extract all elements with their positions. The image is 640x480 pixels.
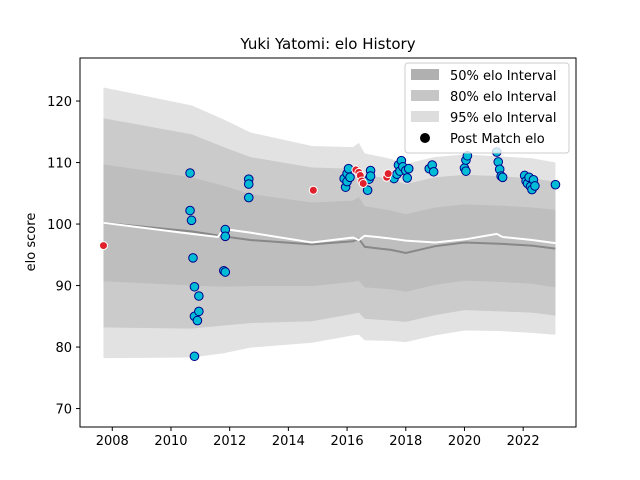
legend: 50% elo Interval 80% elo Interval 95% el… bbox=[404, 62, 570, 154]
legend-swatch-95 bbox=[411, 111, 439, 122]
data-point bbox=[362, 185, 373, 196]
y-axis-label: elo score bbox=[24, 213, 39, 272]
chart-title: Yuki Yatomi: elo History bbox=[239, 35, 415, 53]
legend-label-80: 80% elo Interval bbox=[450, 90, 557, 105]
plot-area bbox=[79, 57, 577, 428]
plot-frame bbox=[79, 57, 577, 428]
x-tick-label: 2016 bbox=[331, 434, 364, 449]
data-point bbox=[345, 172, 355, 183]
legend-label-50: 50% elo Interval bbox=[450, 69, 557, 84]
interval-bands bbox=[103, 87, 556, 359]
data-point bbox=[189, 281, 200, 292]
data-point bbox=[461, 166, 471, 176]
data-point bbox=[365, 171, 376, 181]
legend-swatch-50 bbox=[411, 69, 439, 80]
data-point bbox=[358, 178, 368, 188]
data-point bbox=[243, 179, 254, 189]
y-axis: 70 80 90 100 110 120 bbox=[47, 95, 80, 418]
data-point bbox=[192, 315, 203, 326]
data-point bbox=[185, 205, 195, 216]
x-tick-label: 2012 bbox=[213, 434, 246, 449]
data-point bbox=[186, 215, 197, 226]
y-tick-label: 70 bbox=[55, 403, 72, 418]
data-point bbox=[308, 185, 318, 195]
x-tick-label: 2020 bbox=[448, 434, 481, 449]
post-match-points bbox=[98, 147, 561, 362]
data-point bbox=[403, 163, 414, 174]
data-point bbox=[189, 351, 200, 362]
data-point bbox=[402, 173, 413, 183]
data-point bbox=[550, 179, 561, 190]
y-tick-label: 120 bbox=[47, 95, 72, 110]
data-point bbox=[194, 306, 204, 317]
data-point bbox=[185, 168, 195, 178]
legend-swatch-80 bbox=[411, 90, 439, 101]
x-axis: 2008 2010 2012 2014 2016 2018 2020 2022 bbox=[96, 427, 540, 449]
y-tick-label: 80 bbox=[55, 341, 72, 356]
legend-label-post-match: Post Match elo bbox=[450, 132, 545, 147]
data-point bbox=[194, 291, 204, 301]
data-point bbox=[98, 241, 108, 251]
x-tick-label: 2014 bbox=[272, 434, 305, 449]
center-line bbox=[103, 221, 556, 254]
x-tick-label: 2022 bbox=[507, 434, 540, 449]
legend-box bbox=[404, 62, 570, 154]
legend-marker-post-match bbox=[420, 133, 430, 143]
legend-label-95: 95% elo Interval bbox=[450, 111, 557, 126]
x-tick-label: 2010 bbox=[154, 434, 187, 449]
data-point bbox=[243, 192, 254, 203]
data-point bbox=[220, 267, 231, 277]
data-point bbox=[188, 253, 198, 263]
data-point bbox=[497, 172, 508, 183]
data-point bbox=[428, 166, 439, 177]
band-50 bbox=[103, 164, 556, 292]
data-point bbox=[383, 169, 393, 179]
x-tick-label: 2008 bbox=[96, 434, 129, 449]
y-tick-label: 100 bbox=[47, 218, 72, 233]
data-point bbox=[220, 231, 231, 242]
y-tick-label: 110 bbox=[47, 157, 72, 172]
data-point bbox=[530, 181, 540, 191]
x-tick-label: 2018 bbox=[389, 434, 422, 449]
y-tick-label: 90 bbox=[55, 280, 72, 295]
